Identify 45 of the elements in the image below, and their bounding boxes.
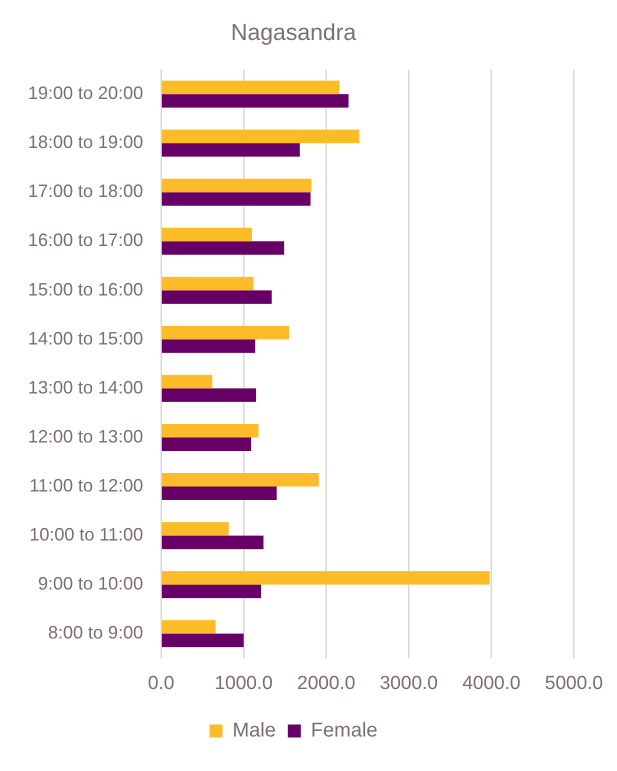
legend-label: Male	[232, 720, 276, 742]
bar	[162, 290, 272, 304]
x-tick-label: 2000.0	[297, 672, 356, 694]
bar	[162, 473, 319, 487]
bar	[162, 276, 254, 290]
x-tick-label: 1000.0	[214, 672, 273, 694]
bar	[162, 584, 262, 598]
x-tick-label: 5000.0	[544, 672, 604, 694]
y-tick-label: 15:00 to 16:00	[28, 279, 144, 300]
bar	[162, 424, 259, 438]
y-tick-label: 12:00 to 13:00	[28, 426, 144, 446]
bar	[162, 486, 277, 500]
bar	[162, 522, 229, 536]
legend-label: Female	[310, 720, 378, 742]
x-tick-label: 0.0	[148, 672, 174, 694]
y-tick-label: 10:00 to 11:00	[29, 524, 144, 545]
bar	[162, 228, 252, 242]
bar	[162, 192, 311, 206]
bar	[162, 143, 300, 157]
y-tick-label: 9:00 to 10:00	[38, 574, 144, 594]
bar	[162, 536, 264, 550]
y-tick-label: 17:00 to 18:00	[28, 181, 144, 202]
y-tick-label: 19:00 to 20:00	[28, 83, 144, 104]
y-tick-label: 14:00 to 15:00	[28, 328, 144, 348]
bar	[162, 326, 290, 340]
bar	[162, 130, 360, 144]
bar	[162, 241, 284, 255]
y-tick-label: 18:00 to 19:00	[28, 132, 144, 152]
bar	[162, 94, 349, 108]
bar	[162, 374, 212, 388]
y-tick-label: 16:00 to 17:00	[28, 230, 144, 250]
y-tick-label: 13:00 to 14:00	[28, 377, 144, 398]
chart-title: Nagasandra	[230, 19, 356, 46]
x-tick-label: 4000.0	[462, 672, 520, 694]
bar	[162, 437, 252, 451]
y-tick-label: 11:00 to 12:00	[29, 475, 144, 496]
bar	[162, 339, 256, 353]
y-tick-label: 8:00 to 9:00	[48, 622, 144, 643]
bar	[162, 571, 490, 585]
bar	[162, 388, 256, 402]
bar	[162, 620, 216, 634]
x-tick-label: 3000.0	[380, 672, 438, 694]
bar	[162, 178, 312, 192]
bar	[162, 634, 244, 648]
bar	[162, 80, 340, 94]
